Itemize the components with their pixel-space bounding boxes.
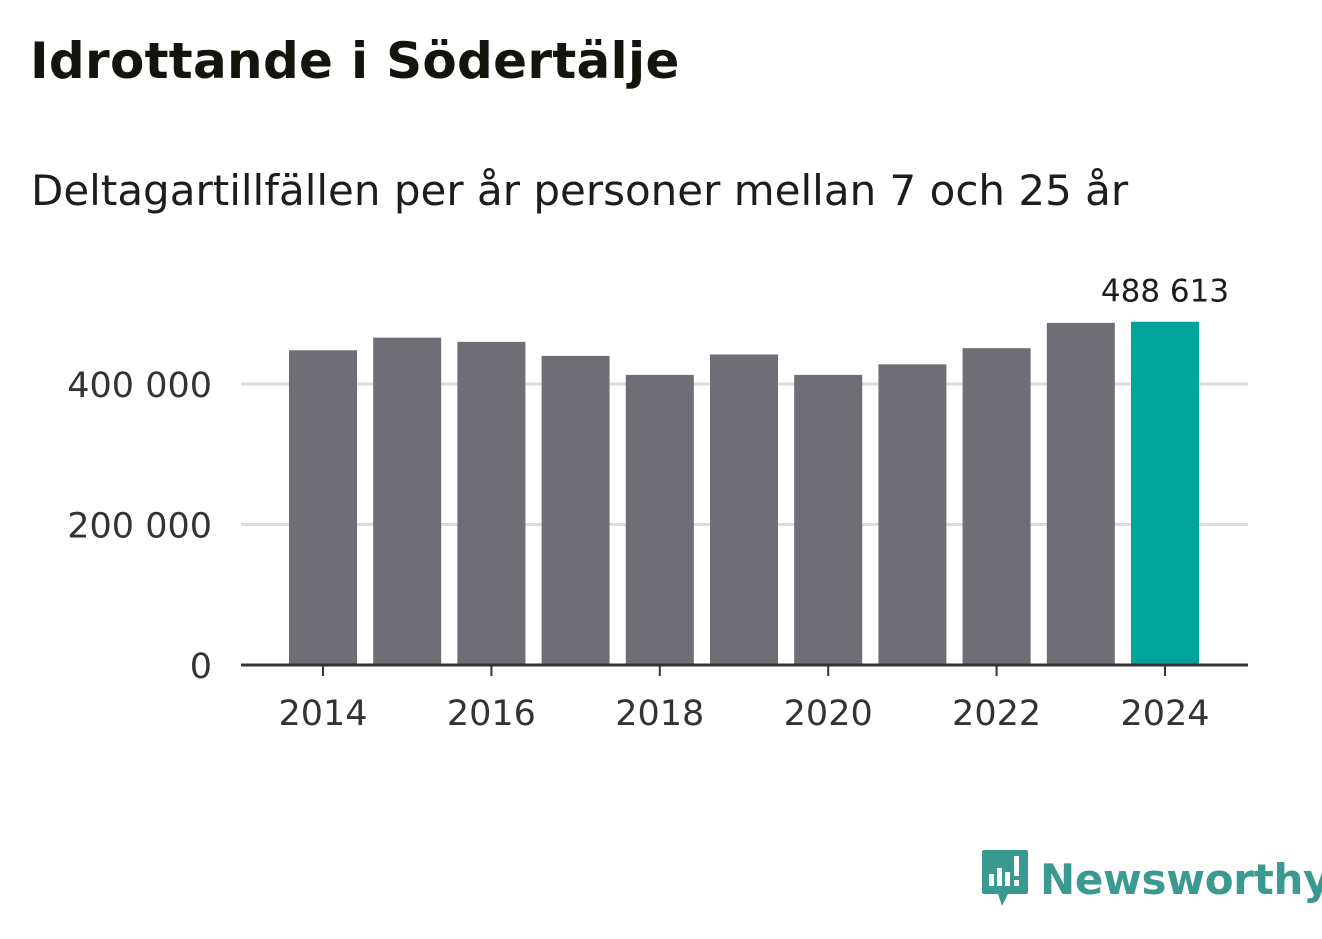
y-tick-label: 200 000 [67,507,212,547]
bar-2018 [625,374,694,665]
bar-2021 [878,364,947,665]
bar-2022 [962,348,1031,665]
chart-subtitle: Deltagartillfällen per år personer mella… [31,166,1129,215]
newsworthy-logo: Newsworthy [980,848,1322,910]
bar-2015 [373,337,442,665]
x-tick-label: 2020 [784,694,873,734]
bar-2020 [794,374,863,665]
x-tick-label: 2016 [447,694,536,734]
labels: 0 200 000 400 000 2014 2016 2018 2020 2022 2024 4… [67,274,1229,734]
bar-2024 [1131,321,1199,665]
bar-2019 [710,354,778,665]
brand-name: Newsworthy [1040,854,1322,904]
data-label-2024: 488 613 [1101,274,1229,310]
y-tick-label: 0 [190,647,212,687]
x-tick-label: 2022 [952,694,1041,734]
bar-2016 [457,341,526,665]
axes [241,663,1248,676]
bars [289,321,1199,665]
chart-title: Idrottande i Södertälje [30,32,680,90]
x-tick-label: 2014 [278,694,367,734]
bar-2023 [1046,322,1115,665]
bar-2017 [541,355,610,665]
newsworthy-logo-icon [982,850,1028,906]
bar-2014 [289,350,357,665]
y-tick-label: 400 000 [67,366,212,406]
x-tick-label: 2018 [615,694,704,734]
x-tick-label: 2024 [1120,694,1209,734]
